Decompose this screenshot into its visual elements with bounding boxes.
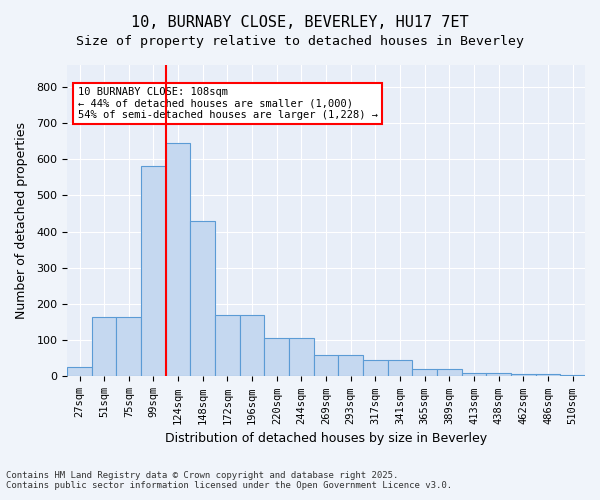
Bar xyxy=(511,374,536,376)
Bar xyxy=(412,369,437,376)
Bar xyxy=(92,316,116,376)
Bar xyxy=(116,316,141,376)
Bar xyxy=(289,338,314,376)
Bar xyxy=(388,360,412,376)
Text: Contains HM Land Registry data © Crown copyright and database right 2025.
Contai: Contains HM Land Registry data © Crown c… xyxy=(6,470,452,490)
Text: 10, BURNABY CLOSE, BEVERLEY, HU17 7ET: 10, BURNABY CLOSE, BEVERLEY, HU17 7ET xyxy=(131,15,469,30)
Bar xyxy=(67,368,92,376)
Text: Size of property relative to detached houses in Beverley: Size of property relative to detached ho… xyxy=(76,35,524,48)
Text: 10 BURNABY CLOSE: 108sqm
← 44% of detached houses are smaller (1,000)
54% of sem: 10 BURNABY CLOSE: 108sqm ← 44% of detach… xyxy=(77,87,377,120)
Bar xyxy=(141,166,166,376)
Bar xyxy=(338,354,363,376)
Bar xyxy=(487,373,511,376)
Y-axis label: Number of detached properties: Number of detached properties xyxy=(15,122,28,319)
Bar xyxy=(215,315,240,376)
Bar xyxy=(265,338,289,376)
Bar xyxy=(166,143,190,376)
Bar xyxy=(190,220,215,376)
Bar xyxy=(314,354,338,376)
X-axis label: Distribution of detached houses by size in Beverley: Distribution of detached houses by size … xyxy=(165,432,487,445)
Bar xyxy=(462,373,487,376)
Bar xyxy=(560,375,585,376)
Bar xyxy=(363,360,388,376)
Bar xyxy=(240,315,265,376)
Bar xyxy=(536,374,560,376)
Bar xyxy=(437,369,462,376)
